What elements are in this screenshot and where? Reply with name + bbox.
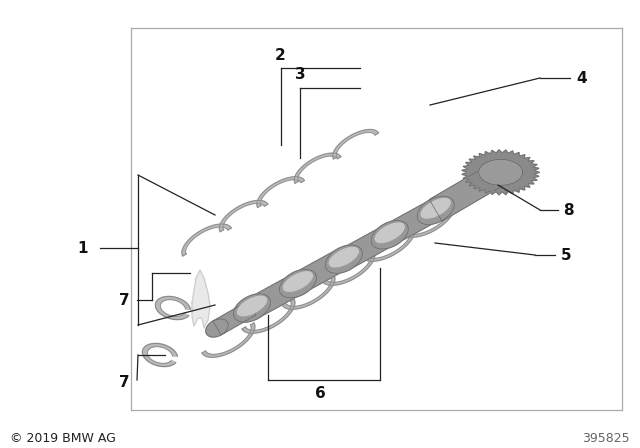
Polygon shape bbox=[429, 162, 507, 221]
Polygon shape bbox=[485, 151, 490, 155]
Text: 7: 7 bbox=[120, 375, 130, 389]
Polygon shape bbox=[497, 150, 502, 153]
Polygon shape bbox=[534, 171, 540, 174]
Polygon shape bbox=[234, 294, 271, 322]
Polygon shape bbox=[529, 181, 534, 184]
Polygon shape bbox=[322, 251, 375, 285]
Polygon shape bbox=[142, 344, 177, 366]
Polygon shape bbox=[202, 323, 255, 358]
Polygon shape bbox=[520, 187, 525, 190]
Polygon shape bbox=[515, 152, 519, 156]
Polygon shape bbox=[497, 192, 502, 195]
Polygon shape bbox=[182, 224, 231, 256]
Polygon shape bbox=[422, 197, 453, 220]
Polygon shape bbox=[524, 184, 530, 187]
Polygon shape bbox=[282, 275, 335, 309]
Polygon shape bbox=[490, 150, 496, 154]
Polygon shape bbox=[463, 166, 468, 168]
Polygon shape bbox=[474, 185, 479, 189]
Text: © 2019 BMW AG: © 2019 BMW AG bbox=[10, 431, 116, 444]
Polygon shape bbox=[509, 151, 514, 154]
Polygon shape bbox=[474, 156, 479, 159]
Polygon shape bbox=[336, 250, 353, 267]
Polygon shape bbox=[284, 272, 312, 291]
Polygon shape bbox=[465, 163, 471, 165]
Text: 3: 3 bbox=[294, 66, 305, 82]
Polygon shape bbox=[245, 274, 303, 319]
Text: 6: 6 bbox=[315, 385, 325, 401]
Polygon shape bbox=[520, 155, 525, 158]
Polygon shape bbox=[330, 247, 358, 267]
Polygon shape bbox=[234, 298, 266, 322]
Polygon shape bbox=[402, 203, 455, 237]
Polygon shape bbox=[371, 220, 408, 249]
Polygon shape bbox=[479, 159, 523, 185]
Polygon shape bbox=[490, 191, 496, 194]
Polygon shape bbox=[462, 169, 467, 172]
Polygon shape bbox=[534, 167, 539, 170]
Polygon shape bbox=[325, 245, 362, 273]
Polygon shape bbox=[428, 201, 445, 218]
Polygon shape bbox=[485, 190, 490, 193]
Polygon shape bbox=[257, 177, 305, 207]
Polygon shape bbox=[292, 248, 351, 293]
Polygon shape bbox=[385, 199, 443, 245]
Polygon shape bbox=[515, 189, 519, 192]
Polygon shape bbox=[417, 196, 454, 224]
Polygon shape bbox=[242, 299, 295, 333]
Polygon shape bbox=[465, 180, 471, 182]
Text: 5: 5 bbox=[561, 247, 572, 263]
Polygon shape bbox=[243, 300, 260, 318]
Polygon shape bbox=[462, 172, 467, 176]
Polygon shape bbox=[531, 164, 537, 167]
Polygon shape bbox=[237, 296, 266, 316]
Polygon shape bbox=[333, 129, 378, 159]
Polygon shape bbox=[502, 150, 508, 153]
Polygon shape bbox=[463, 176, 468, 179]
Text: 395825: 395825 bbox=[582, 431, 630, 444]
Text: 4: 4 bbox=[576, 70, 587, 86]
Polygon shape bbox=[362, 227, 415, 261]
Polygon shape bbox=[330, 246, 362, 269]
Polygon shape bbox=[421, 198, 450, 218]
Polygon shape bbox=[213, 301, 256, 335]
Polygon shape bbox=[529, 161, 534, 164]
Polygon shape bbox=[156, 297, 191, 319]
Text: 2: 2 bbox=[275, 47, 285, 63]
Polygon shape bbox=[479, 154, 484, 157]
Polygon shape bbox=[509, 190, 514, 194]
Polygon shape bbox=[294, 153, 341, 183]
Polygon shape bbox=[531, 178, 537, 181]
Text: 1: 1 bbox=[77, 241, 88, 255]
Polygon shape bbox=[326, 249, 358, 273]
Polygon shape bbox=[502, 192, 508, 195]
Polygon shape bbox=[337, 225, 395, 271]
Polygon shape bbox=[524, 157, 530, 160]
Polygon shape bbox=[334, 251, 351, 269]
Polygon shape bbox=[467, 153, 534, 192]
Polygon shape bbox=[206, 319, 228, 337]
Polygon shape bbox=[534, 174, 539, 177]
Polygon shape bbox=[469, 159, 475, 162]
Polygon shape bbox=[479, 188, 484, 191]
Polygon shape bbox=[469, 183, 475, 185]
Polygon shape bbox=[192, 270, 210, 328]
Polygon shape bbox=[280, 269, 316, 298]
Polygon shape bbox=[375, 223, 404, 242]
Polygon shape bbox=[220, 200, 268, 232]
Text: 8: 8 bbox=[563, 202, 573, 217]
Text: 7: 7 bbox=[120, 293, 130, 307]
